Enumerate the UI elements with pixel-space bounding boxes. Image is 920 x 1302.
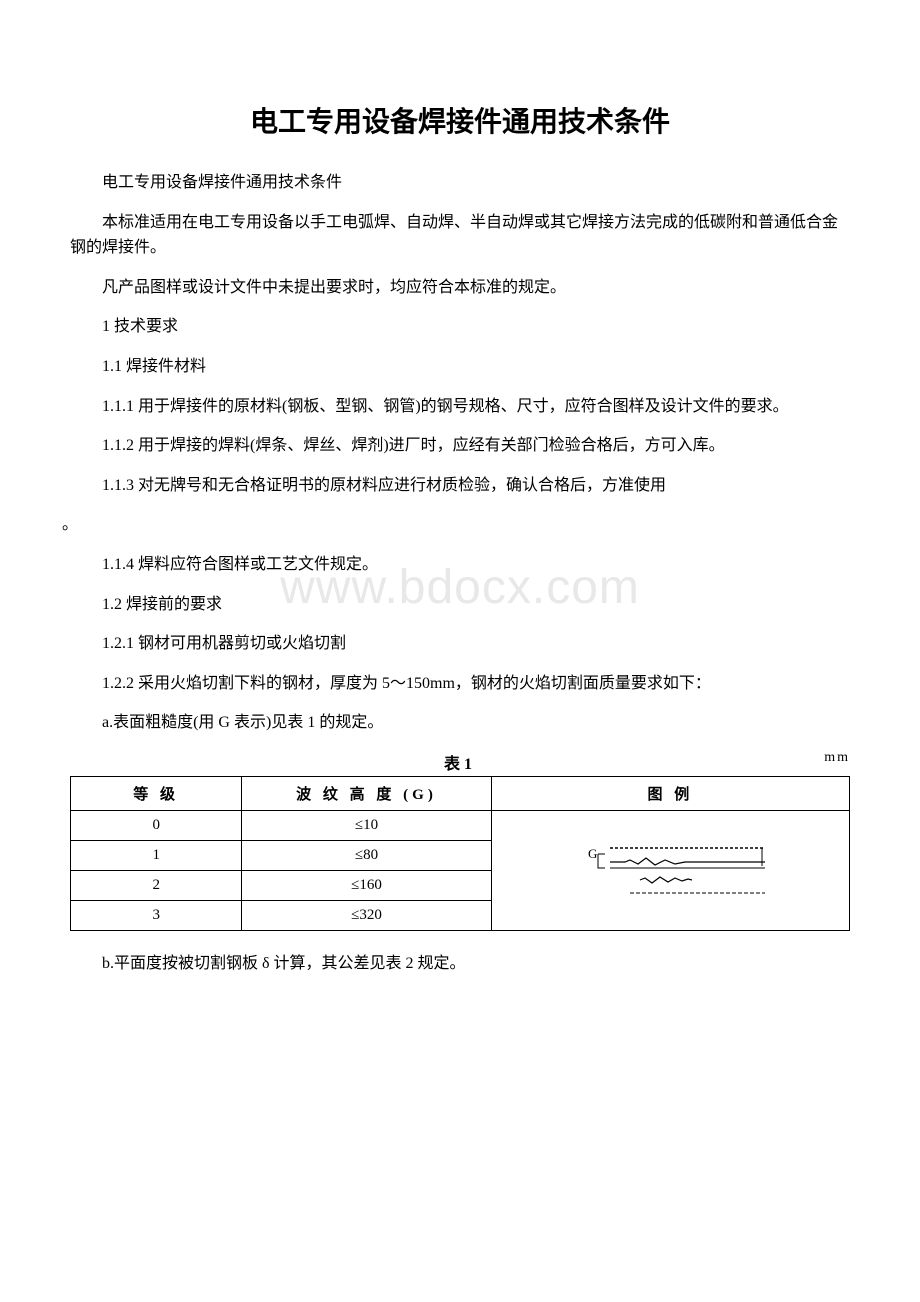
section-1-1-1: 1.1.1 用于焊接件的原材料(钢板、型钢、钢管)的钢号规格、尺寸，应符合图样及… [70, 394, 850, 420]
table-row: 0 ≤10 G [71, 810, 850, 840]
table-header-grade: 等 级 [71, 776, 242, 810]
paragraph-scope: 本标准适用在电工专用设备以手工电弧焊、自动焊、半自动焊或其它焊接方法完成的低碳附… [70, 210, 850, 261]
section-1: 1 技术要求 [70, 314, 850, 340]
diagram-label: G [588, 846, 597, 861]
section-1-1: 1.1 焊接件材料 [70, 354, 850, 380]
document-content: 电工专用设备焊接件通用技术条件 电工专用设备焊接件通用技术条件 本标准适用在电工… [70, 100, 850, 977]
paragraph-subtitle: 电工专用设备焊接件通用技术条件 [70, 170, 850, 196]
paragraph-compliance: 凡产品图样或设计文件中未提出要求时，均应符合本标准的规定。 [70, 275, 850, 301]
table-cell-grade: 0 [71, 810, 242, 840]
wave-line-2 [640, 877, 692, 883]
wave-svg: G [570, 838, 770, 903]
table-cell-grade: 3 [71, 900, 242, 930]
wave-diagram: G [570, 838, 770, 903]
section-1-2-2: 1.2.2 采用火焰切割下料的钢材，厚度为 5～150mm，钢材的火焰切割面质量… [70, 671, 850, 697]
item-b: b.平面度按被切割钢板 δ 计算，其公差见表 2 规定。 [70, 951, 850, 977]
table-cell-grade: 2 [71, 870, 242, 900]
table-cell-grade: 1 [71, 840, 242, 870]
wave-line-1 [610, 858, 765, 865]
table-cell-height: ≤320 [242, 900, 491, 930]
bracket-icon [598, 854, 605, 868]
table-1-container: 表1 mm 等 级 波 纹 高 度 (G) 图 例 0 ≤10 [70, 750, 850, 931]
table-1-title: 表1 [444, 750, 476, 774]
section-1-1-3-punct: 。 [62, 512, 850, 538]
table-cell-height: ≤10 [242, 810, 491, 840]
section-1-1-2: 1.1.2 用于焊接的焊料(焊条、焊丝、焊剂)进厂时，应经有关部门检验合格后，方… [70, 433, 850, 459]
table-header-height: 波 纹 高 度 (G) [242, 776, 491, 810]
table-cell-height: ≤80 [242, 840, 491, 870]
section-1-2: 1.2 焊接前的要求 [70, 592, 850, 618]
table-row: 等 级 波 纹 高 度 (G) 图 例 [71, 776, 850, 810]
table-1: 等 级 波 纹 高 度 (G) 图 例 0 ≤10 G [70, 776, 850, 931]
section-1-1-3: 1.1.3 对无牌号和无合格证明书的原材料应进行材质检验，确认合格后，方准使用 [70, 473, 850, 499]
table-cell-height: ≤160 [242, 870, 491, 900]
section-1-1-4: 1.1.4 焊料应符合图样或工艺文件规定。 [70, 552, 850, 578]
document-title: 电工专用设备焊接件通用技术条件 [70, 100, 850, 140]
table-1-title-row: 表1 mm [70, 750, 850, 774]
section-1-2-1: 1.2.1 钢材可用机器剪切或火焰切割 [70, 631, 850, 657]
table-1-unit: mm [824, 750, 850, 766]
item-a: a.表面粗糙度(用 G 表示)见表 1 的规定。 [70, 710, 850, 736]
table-cell-diagram: G [491, 810, 849, 930]
table-header-image: 图 例 [491, 776, 849, 810]
